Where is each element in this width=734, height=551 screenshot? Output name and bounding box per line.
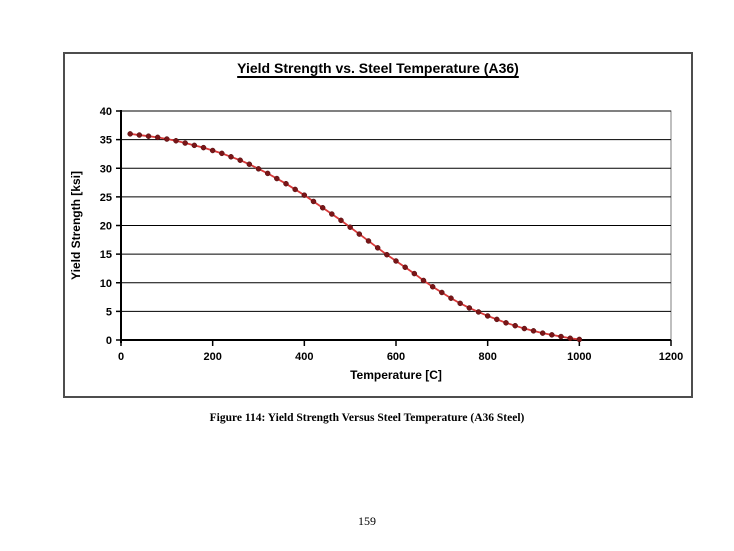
data-point	[301, 192, 308, 198]
data-point	[329, 211, 335, 217]
data-point	[512, 322, 518, 329]
figure-caption: Figure 114: Yield Strength Versus Steel …	[209, 412, 525, 424]
data-point	[530, 328, 537, 334]
data-point	[384, 251, 390, 258]
data-point	[219, 150, 225, 157]
data-point	[411, 270, 418, 277]
data-point	[319, 205, 326, 211]
data-point	[439, 289, 445, 296]
data-point	[173, 138, 179, 144]
data-point	[484, 313, 491, 319]
data-point	[448, 295, 454, 301]
data-point	[127, 131, 133, 137]
data-point	[164, 136, 170, 142]
y-tick-label: 25	[100, 192, 112, 204]
data-point	[374, 245, 381, 251]
y-tick-label: 15	[100, 249, 112, 261]
y-tick-label: 35	[100, 135, 112, 147]
data-point	[283, 180, 289, 187]
data-point	[310, 198, 317, 205]
data-point	[494, 316, 500, 323]
x-tick-label: 800	[478, 351, 496, 363]
data-point	[264, 170, 271, 177]
x-tick-label: 200	[203, 351, 221, 363]
data-point	[136, 132, 143, 138]
data-point	[365, 238, 372, 244]
data-point	[393, 258, 399, 264]
data-point	[255, 166, 262, 172]
x-tick-label: 400	[295, 351, 313, 363]
chart-container: Yield Strength vs. Steel Temperature (A3…	[63, 52, 693, 398]
data-point	[145, 133, 152, 139]
page-number: 159	[358, 514, 376, 528]
data-point	[274, 175, 280, 182]
data-point	[429, 284, 436, 290]
data-point	[228, 154, 234, 160]
y-tick-label: 0	[106, 335, 112, 347]
chart-title-text: Yield Strength vs. Steel Temperature (A3…	[237, 60, 519, 76]
data-point	[356, 231, 363, 237]
data-point	[191, 142, 198, 149]
data-point	[457, 300, 463, 307]
data-point	[567, 335, 573, 342]
data-point	[521, 325, 528, 332]
data-point	[338, 217, 344, 224]
data-point	[347, 224, 353, 230]
data-point	[466, 305, 473, 311]
y-tick-label: 20	[100, 221, 112, 233]
data-point	[549, 332, 555, 338]
data-point	[475, 309, 482, 315]
chart-title: Yield Strength vs. Steel Temperature (A3…	[65, 60, 691, 76]
data-point	[209, 147, 216, 154]
data-point	[503, 320, 509, 326]
y-axis-title: Yield Strength [ksi]	[69, 171, 83, 280]
data-point	[200, 144, 207, 151]
data-point	[576, 336, 583, 343]
data-point	[237, 157, 243, 163]
x-tick-label: 1000	[567, 351, 591, 363]
x-tick-label: 0	[118, 351, 124, 363]
data-point	[182, 140, 188, 146]
data-point	[539, 330, 546, 336]
y-tick-label: 30	[100, 163, 112, 175]
x-tick-label: 1200	[659, 351, 683, 363]
y-tick-label: 40	[100, 106, 112, 118]
data-point	[420, 277, 427, 284]
y-tick-label: 5	[106, 306, 112, 318]
data-point	[246, 161, 253, 167]
data-point	[154, 134, 161, 141]
data-point	[402, 264, 408, 271]
data-point	[558, 333, 564, 340]
data-point	[292, 186, 298, 193]
x-axis-title: Temperature [C]	[350, 368, 442, 382]
y-tick-label: 10	[100, 278, 112, 290]
x-tick-label: 600	[387, 351, 405, 363]
